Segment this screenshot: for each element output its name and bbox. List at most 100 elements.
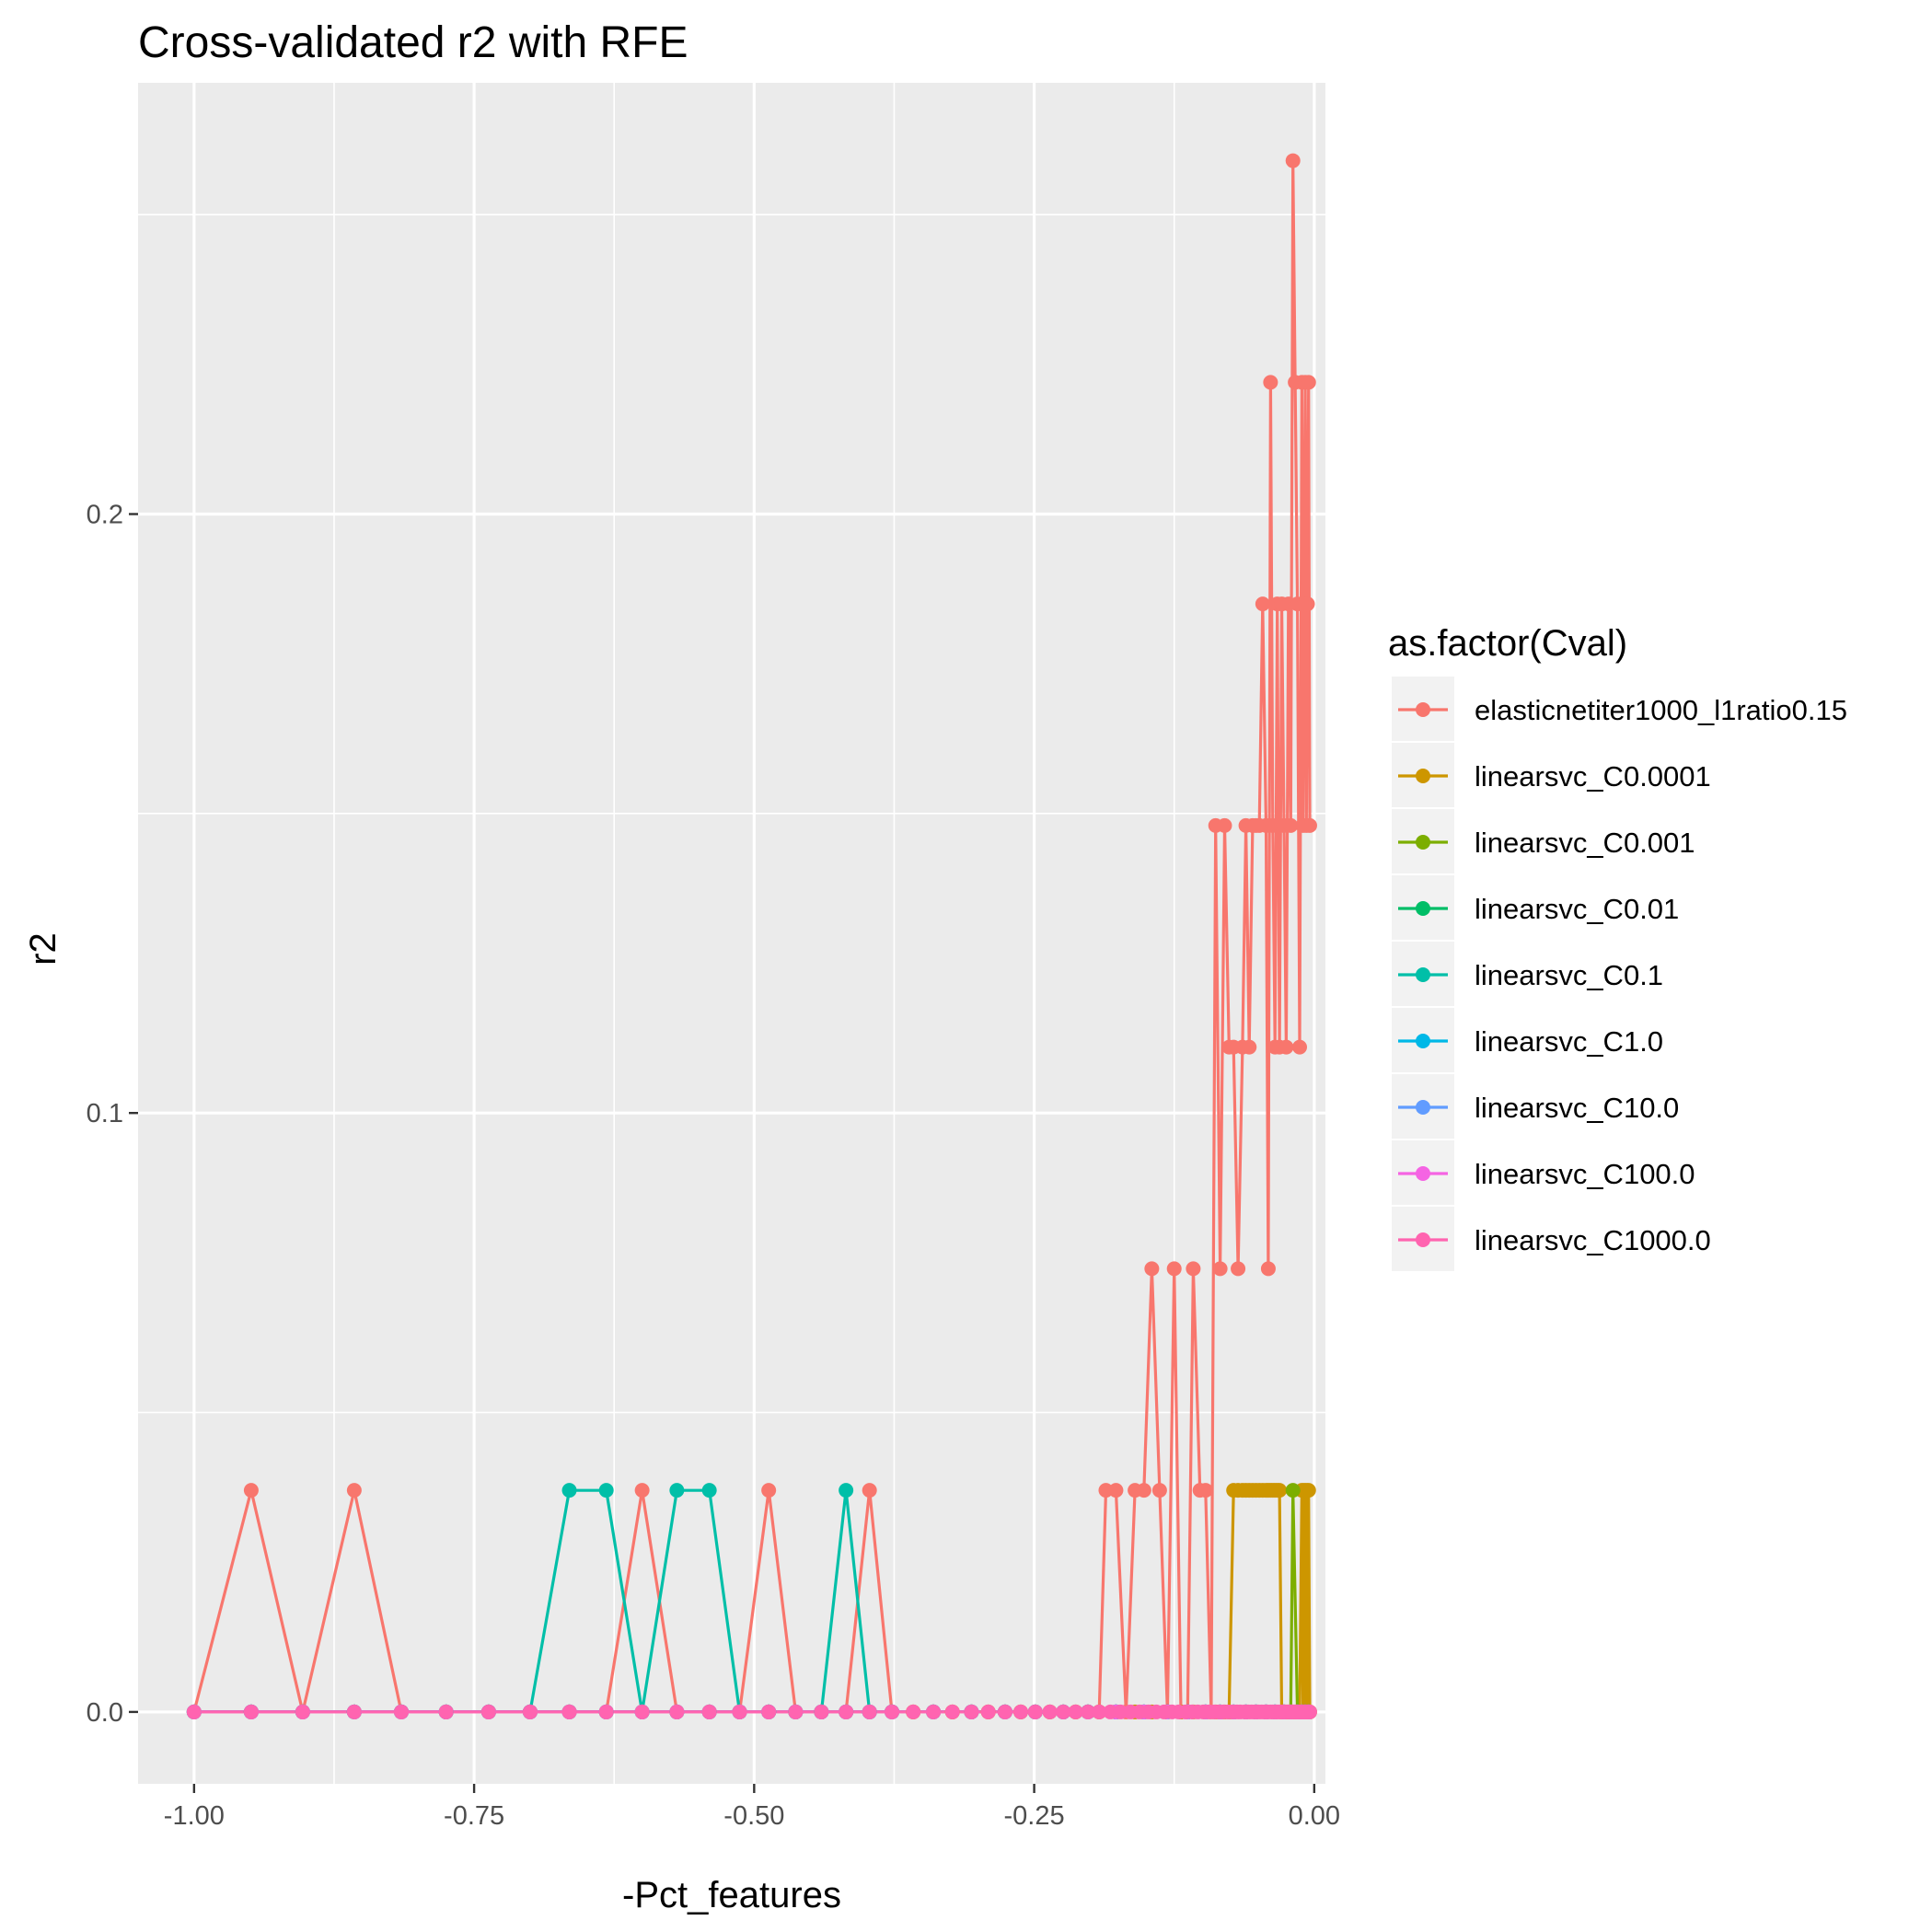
legend-key-point (1416, 835, 1430, 850)
legend-key-point (1416, 1034, 1430, 1048)
legend-item-4: linearsvc_C0.1 (1392, 942, 1663, 1006)
data-point (1212, 1261, 1228, 1277)
data-point (1042, 1704, 1058, 1719)
data-point (1292, 1039, 1308, 1055)
legend-item-7: linearsvc_C100.0 (1392, 1140, 1695, 1205)
legend: as.factor(Cval) elasticnetiter1000_l1rat… (1388, 623, 1847, 1271)
data-point (926, 1704, 942, 1719)
data-point (788, 1704, 804, 1719)
data-point (669, 1704, 685, 1719)
data-point (906, 1704, 921, 1719)
data-point (1301, 1483, 1316, 1498)
y-tick-label: 0.0 (87, 1698, 123, 1728)
data-point (839, 1483, 854, 1498)
data-point (669, 1483, 685, 1498)
x-axis-title: -Pct_features (622, 1875, 841, 1915)
data-point (1136, 1483, 1151, 1498)
data-point (1144, 1261, 1160, 1277)
data-point (1151, 1483, 1167, 1498)
data-point (522, 1704, 538, 1719)
data-point (761, 1704, 777, 1719)
data-point (1092, 1704, 1107, 1719)
data-point (634, 1704, 650, 1719)
chart-title: Cross-validated r2 with RFE (138, 18, 688, 67)
x-tick-label: -0.50 (723, 1801, 784, 1831)
data-point (561, 1704, 577, 1719)
data-point (243, 1483, 259, 1498)
data-point (1186, 1261, 1201, 1277)
data-point (1098, 1483, 1114, 1498)
legend-key-point (1416, 967, 1430, 982)
x-tick-label: -0.75 (444, 1801, 504, 1831)
data-point (701, 1483, 717, 1498)
data-point (1197, 1483, 1213, 1498)
data-point (1260, 1261, 1276, 1277)
legend-label: linearsvc_C1000.0 (1475, 1224, 1711, 1256)
data-point (1056, 1704, 1071, 1719)
data-point (964, 1704, 979, 1719)
legend-item-8: linearsvc_C1000.0 (1392, 1207, 1711, 1271)
legend-item-5: linearsvc_C1.0 (1392, 1008, 1663, 1072)
data-point (1113, 1704, 1128, 1719)
legend-label: linearsvc_C10.0 (1475, 1092, 1679, 1124)
data-point (346, 1483, 362, 1498)
data-point (1300, 596, 1315, 612)
legend-item-3: linearsvc_C0.01 (1392, 875, 1679, 940)
data-point (862, 1704, 877, 1719)
legend-label: linearsvc_C0.1 (1475, 959, 1663, 991)
data-point (243, 1704, 259, 1719)
data-point (1301, 1704, 1317, 1719)
data-point (1068, 1704, 1083, 1719)
data-point (980, 1704, 996, 1719)
data-point (1027, 1704, 1043, 1719)
data-point (1301, 817, 1317, 833)
legend-label: linearsvc_C0.001 (1475, 827, 1695, 859)
legend-key-point (1416, 702, 1430, 717)
data-point (1272, 1483, 1288, 1498)
data-point (839, 1704, 854, 1719)
x-tick-label: -1.00 (164, 1801, 225, 1831)
data-point (701, 1704, 717, 1719)
data-point (1166, 1261, 1182, 1277)
y-tick-label: 0.1 (87, 1099, 123, 1128)
legend-key-point (1416, 901, 1430, 916)
data-point (1103, 1704, 1118, 1719)
data-point (393, 1704, 409, 1719)
data-point (480, 1704, 496, 1719)
legend-label: linearsvc_C1.0 (1475, 1025, 1663, 1058)
data-point (944, 1704, 960, 1719)
plot-panel (138, 83, 1325, 1784)
data-point (1283, 817, 1299, 833)
x-tick-label: 0.00 (1289, 1801, 1340, 1831)
data-point (997, 1704, 1012, 1719)
data-point (634, 1483, 650, 1498)
legend-key-point (1416, 769, 1430, 783)
data-point (1263, 375, 1278, 390)
y-axis-title: r2 (23, 932, 64, 966)
data-point (732, 1704, 747, 1719)
data-point (438, 1704, 454, 1719)
data-point (1285, 1483, 1301, 1498)
data-point (1285, 153, 1301, 168)
data-point (561, 1483, 577, 1498)
legend-key-point (1416, 1100, 1430, 1115)
data-point (1242, 1039, 1257, 1055)
series-points-8 (186, 1704, 1317, 1719)
data-point (862, 1483, 877, 1498)
data-point (1012, 1704, 1028, 1719)
panel-background (138, 83, 1325, 1784)
legend-item-1: linearsvc_C0.0001 (1392, 743, 1711, 807)
legend-key-point (1416, 1232, 1430, 1247)
data-point (885, 1704, 900, 1719)
data-point (598, 1704, 614, 1719)
legend-label: linearsvc_C0.01 (1475, 893, 1679, 925)
legend-item-0: elasticnetiter1000_l1ratio0.15 (1392, 677, 1847, 741)
legend-label: linearsvc_C100.0 (1475, 1158, 1695, 1190)
data-point (1217, 817, 1232, 833)
data-point (186, 1704, 202, 1719)
data-point (346, 1704, 362, 1719)
data-point (598, 1483, 614, 1498)
legend-label: linearsvc_C0.0001 (1475, 760, 1711, 792)
